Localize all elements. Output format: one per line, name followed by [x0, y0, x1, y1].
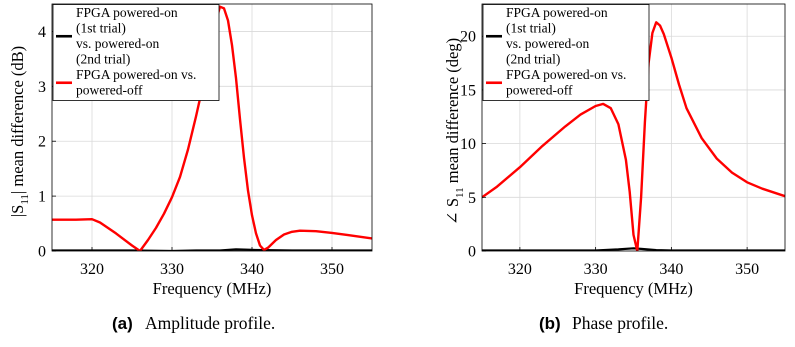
series-line-on-vs-on — [482, 247, 785, 251]
series-line-on-vs-on — [52, 248, 372, 251]
x-tick-label: 330 — [584, 261, 608, 278]
legend-box — [482, 4, 650, 101]
x-axis-label: Frequency (MHz) — [153, 279, 272, 298]
caption-text: Amplitude profile. — [145, 313, 275, 333]
y-tick-label: 15 — [460, 82, 476, 99]
y-axis-label: |S11| mean difference (dB) — [8, 46, 31, 217]
y-axis-label-rest: | mean difference (dB) — [8, 46, 27, 194]
caption-tag: (a) — [112, 314, 133, 333]
y-tick-label: 1 — [38, 189, 46, 206]
legend: FPGA powered-on(1st trial)vs. powered-on… — [52, 4, 220, 101]
y-tick-label: 4 — [38, 24, 46, 41]
x-tick-label: 350 — [735, 261, 759, 278]
axis-ticks: 320 330 340 350 0 1 2 3 4 — [38, 24, 344, 278]
plot-frame — [51, 3, 373, 252]
legend-label: powered-off — [76, 83, 143, 98]
series-line-on-vs-off — [482, 21, 785, 251]
y-axis-label: ∠ S11 mean difference (deg) — [443, 38, 466, 225]
y-tick-label: 2 — [38, 134, 46, 151]
y-tick-label: 20 — [460, 29, 476, 46]
legend-label: FPGA powered-on vs. — [76, 67, 196, 82]
y-tick-label: 3 — [38, 79, 46, 96]
x-tick-label: 340 — [659, 261, 683, 278]
legend-label: FPGA powered-on — [76, 5, 178, 20]
y-tick-label: 0 — [38, 244, 46, 261]
y-tick-label: 5 — [468, 190, 476, 207]
series-lines — [482, 21, 785, 251]
plot-frame — [481, 3, 786, 252]
amplitude-chart: 320 330 340 350 0 1 2 3 4 Frequency (MHz) |S11| … — [8, 3, 373, 333]
x-axis-label: Frequency (MHz) — [574, 279, 693, 298]
x-tick-label: 320 — [80, 261, 104, 278]
x-tick-label: 330 — [160, 261, 184, 278]
legend-label: (1st trial) — [506, 21, 556, 36]
legend-label: FPGA powered-on — [506, 5, 608, 20]
legend: FPGA powered-on(1st trial)vs. powered-on… — [482, 4, 650, 101]
legend-label: (2nd trial) — [76, 52, 130, 67]
y-tick-label: 0 — [468, 244, 476, 261]
legend-label: vs. powered-on — [506, 36, 589, 51]
series-line-on-vs-off — [52, 5, 372, 251]
legend-label: (1st trial) — [76, 21, 126, 36]
caption-text: Phase profile. — [572, 313, 668, 333]
caption-tag: (b) — [539, 314, 561, 333]
legend-label: FPGA powered-on vs. — [506, 67, 626, 82]
y-axis-label-rest: mean difference (deg) — [443, 38, 462, 187]
x-tick-label: 350 — [320, 261, 344, 278]
legend-box — [52, 4, 220, 101]
y-axis-label-sub: 11 — [454, 187, 466, 198]
legend-label: powered-off — [506, 83, 573, 98]
legend-label: (2nd trial) — [506, 52, 560, 67]
x-tick-label: 320 — [508, 261, 532, 278]
y-axis-label-main: |S — [8, 205, 27, 217]
axis-ticks: 320 330 340 350 0 5 10 15 20 — [460, 29, 759, 278]
y-axis-label-main: ∠ S — [443, 198, 462, 225]
phase-chart: 320 330 340 350 0 5 10 15 20 Frequency (MHz) ∠ S… — [443, 3, 786, 333]
y-axis-label-sub: 11 — [19, 194, 31, 205]
y-tick-label: 10 — [460, 136, 476, 153]
legend-label: vs. powered-on — [76, 36, 159, 51]
x-tick-label: 340 — [240, 261, 264, 278]
series-lines — [52, 5, 372, 251]
